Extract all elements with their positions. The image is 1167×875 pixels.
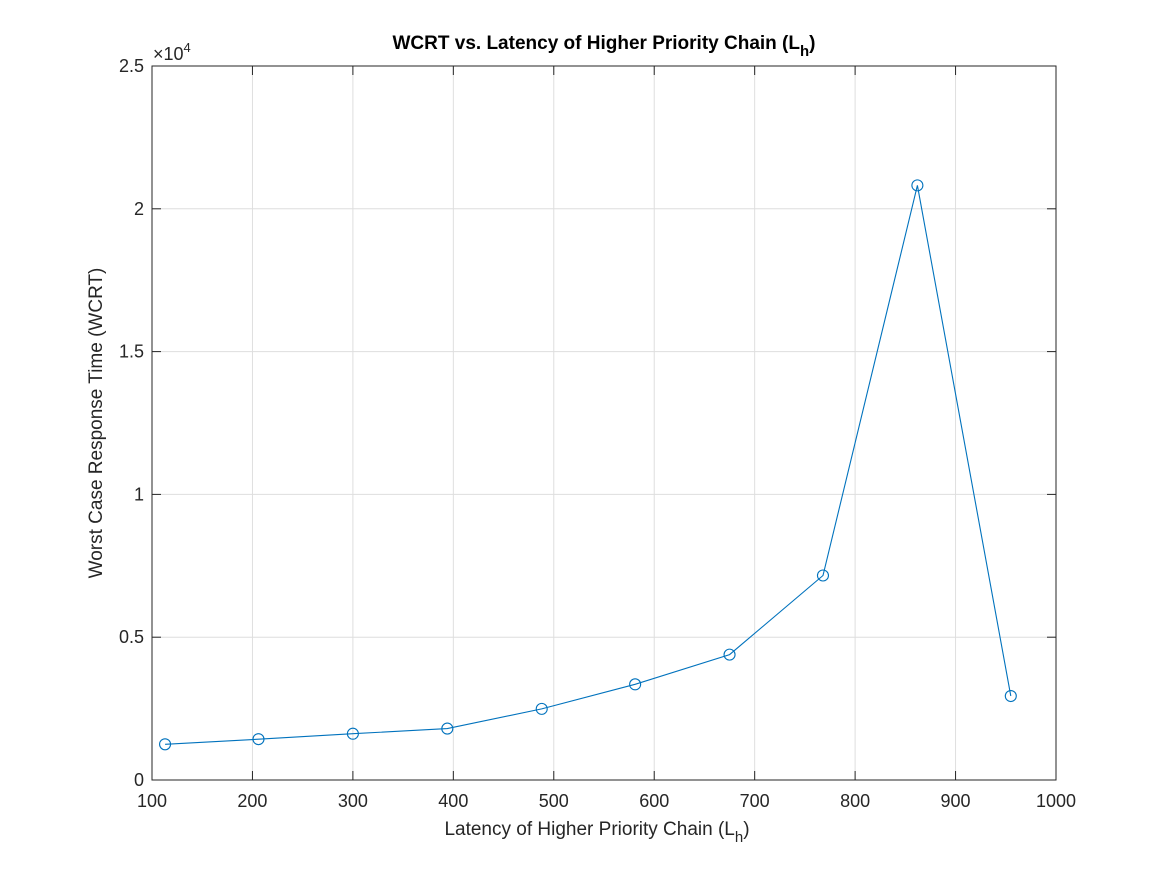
y-tick-label: 1.5 [119,342,144,362]
y-tick-label: 0 [134,770,144,790]
x-tick-label: 900 [941,791,971,811]
data-point-marker [346,727,359,740]
x-tick-label: 700 [740,791,770,811]
y-axis-exponent-power: 4 [184,40,191,55]
chart-title: WCRT vs. Latency of Higher Priority Chai… [393,33,816,60]
chart-title-subscript: h [800,43,809,60]
plot-area-frame [151,65,1057,781]
x-tick-label: 1000 [1036,791,1076,811]
x-tick-label: 100 [137,791,167,811]
data-point-marker [816,569,830,582]
y-tick-label: 2 [134,199,144,219]
data-point-marker [629,678,642,691]
chart-title-end: ) [809,33,815,54]
data-point-marker [911,179,924,192]
y-tick-label: 1 [134,484,144,504]
data-point-marker [252,733,265,746]
y-axis-exponent: ×104 [153,40,191,64]
x-tick-label: 400 [438,791,468,811]
y-tick-label: 2.5 [119,56,144,76]
axis-ticks: 100 200 300 400 500 600 700 800 900 1000 0 0.5 1 1.5 2… [119,56,1076,811]
data-point-marker [159,738,172,751]
x-axis-label-end: ) [743,819,749,840]
y-axis-label: Worst Case Response Time (WCRT) [86,268,107,579]
series-line [165,185,1012,745]
x-axis-label: Latency of Higher Priority Chain (Lh) [444,819,749,846]
x-tick-label: 500 [539,791,569,811]
x-tick-label: 300 [338,791,368,811]
data-point-marker [1004,689,1017,703]
data-point-marker [535,702,548,715]
x-tick-label: 200 [237,791,267,811]
data-point-marker [441,722,454,735]
grid [152,66,1056,780]
data-series [159,179,1017,751]
x-axis-label-subscript: h [735,829,743,846]
x-tick-label: 600 [639,791,669,811]
data-point-marker [723,648,736,661]
y-tick-label: 0.5 [119,627,144,647]
x-tick-label: 800 [840,791,870,811]
